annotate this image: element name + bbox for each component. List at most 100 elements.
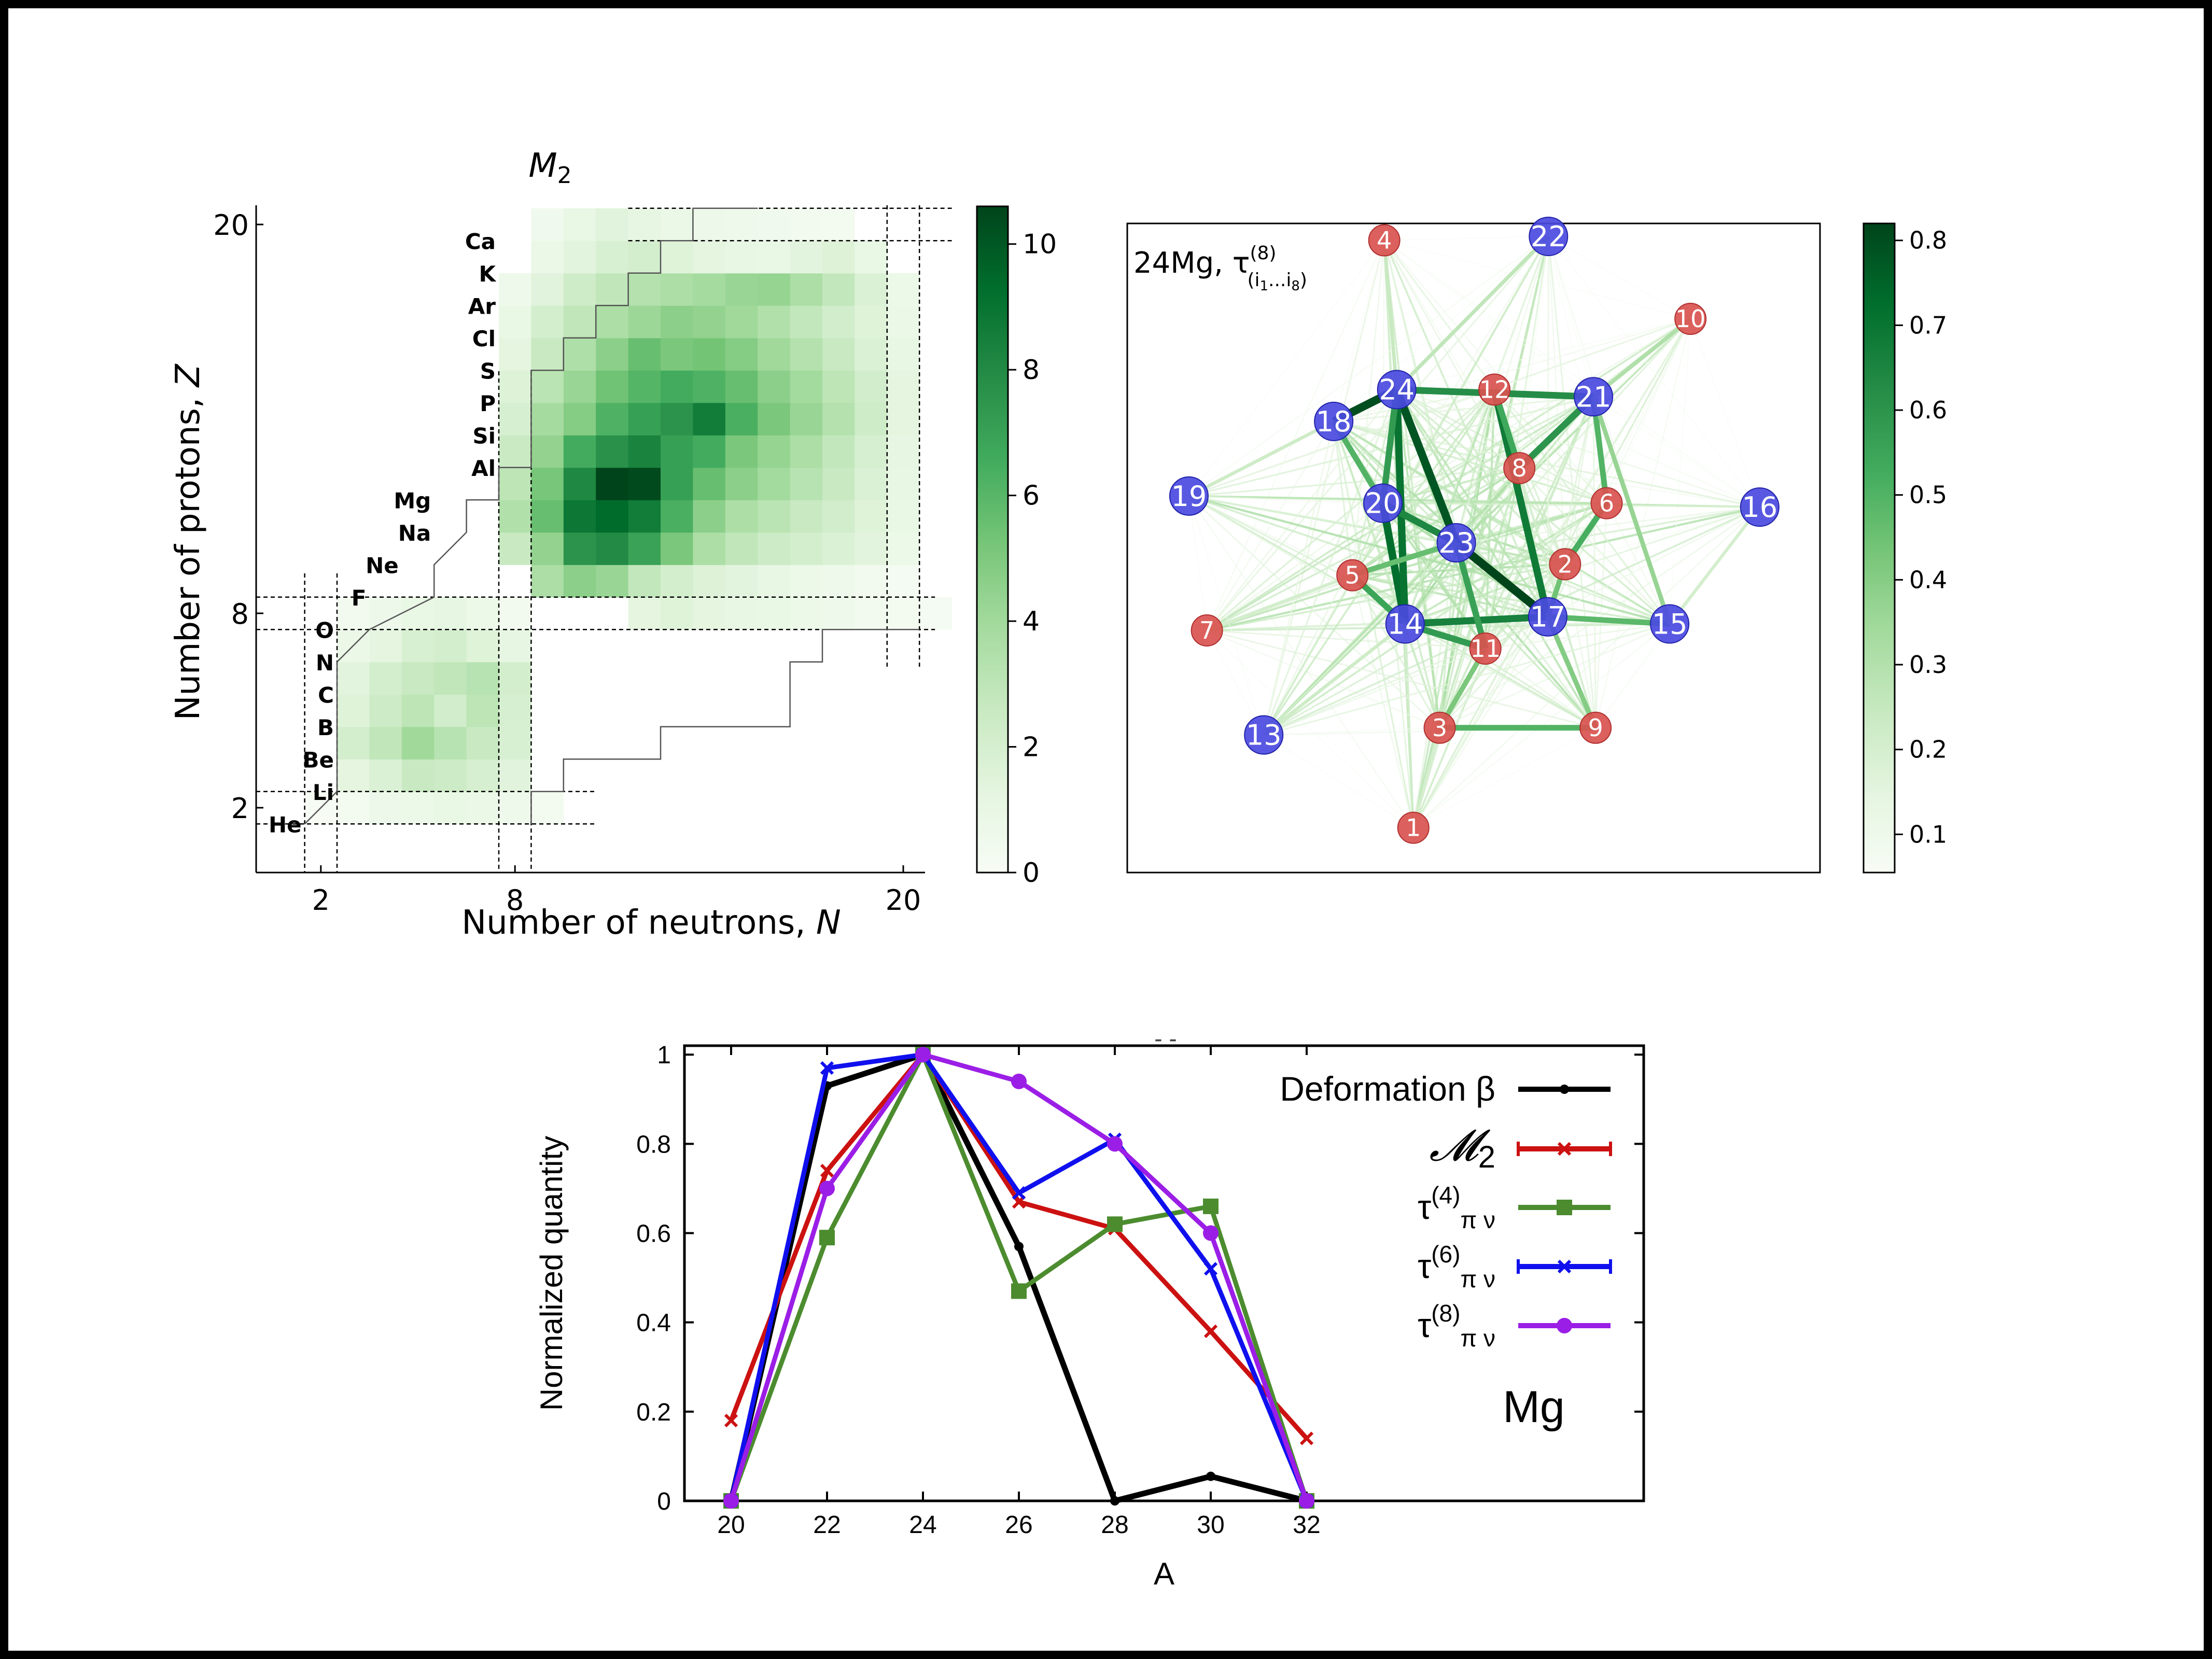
heatmap-cell <box>401 629 435 663</box>
heatmap-cell <box>563 241 596 274</box>
network-edge <box>1455 389 1495 543</box>
heatmap-cell <box>887 500 920 533</box>
heatmap-x-tick-label: 20 <box>886 884 921 917</box>
heatmap-cell <box>725 370 758 403</box>
heatmap-cell <box>563 208 596 241</box>
line-series-point <box>1107 1136 1123 1152</box>
line-series-point <box>1299 1431 1314 1445</box>
heatmap-cell <box>822 370 855 403</box>
heatmap-cell <box>596 402 629 435</box>
heatmap-cell <box>887 305 920 339</box>
neutron-node <box>1377 370 1417 410</box>
heatmap-cell <box>401 694 435 727</box>
network-edge <box>1548 236 1594 397</box>
heatmap-cell <box>401 791 435 824</box>
node-label: 20 <box>1365 487 1401 520</box>
heatmap-cell <box>596 532 629 565</box>
heatmap-cell <box>758 435 791 468</box>
element-label-be: Be <box>303 747 334 772</box>
heatmap-cell <box>887 338 920 371</box>
network-edge <box>1188 236 1549 497</box>
node-label: 19 <box>1171 480 1207 513</box>
heatmap-cell <box>661 338 693 371</box>
network-edge <box>1263 240 1385 735</box>
heatmap-cell <box>725 208 758 241</box>
heatmap-cell <box>531 532 564 565</box>
network-edge <box>1207 629 1596 729</box>
heatmap-cell <box>499 467 531 500</box>
line-series-point <box>1203 1225 1219 1241</box>
heatmap-cell <box>855 467 888 500</box>
network-edge <box>1404 396 1594 625</box>
line-series-4 <box>723 1047 1314 1509</box>
heatmap-y-axis-label: Number of protons, Z <box>169 363 207 720</box>
legend-label: Deformation β <box>1280 1070 1495 1108</box>
heatmap-colorbar-tick-label: 0 <box>1023 857 1040 889</box>
legend-label-sup: (6) <box>1431 1241 1460 1268</box>
legend-label-main: τ <box>1418 1247 1431 1285</box>
heatmap-cell <box>531 565 564 598</box>
network-edge <box>1382 502 1597 729</box>
network-edge <box>1396 389 1549 617</box>
element-label-c: C <box>318 682 334 708</box>
heatmap-cell <box>693 467 726 500</box>
heatmap-cell <box>790 338 823 371</box>
neutron-node <box>1650 604 1690 644</box>
network-edge <box>1207 629 1486 650</box>
heatmap-cell <box>531 435 564 468</box>
heatmap-cell <box>661 402 693 435</box>
heatmap-cell <box>563 370 596 403</box>
heatmap-cell <box>563 402 596 435</box>
network-edge <box>1439 623 1670 729</box>
heatmap-cell <box>887 402 920 435</box>
node-label: 18 <box>1316 405 1352 438</box>
neutron-node <box>1436 523 1476 563</box>
network-edge <box>1455 318 1691 543</box>
legend-swatch-marker <box>1557 1318 1572 1333</box>
heatmap-cell <box>822 435 855 468</box>
line-chart-x-axis-label: A <box>1154 1556 1174 1591</box>
heatmap-cell <box>822 338 855 371</box>
network-edge <box>1493 389 1671 625</box>
legend-label-main: τ <box>1418 1306 1431 1344</box>
heatmap-cell <box>369 597 402 630</box>
heatmap-cell <box>887 597 920 630</box>
heatmap-cell <box>563 273 596 306</box>
heatmap-cell <box>887 370 920 403</box>
network-edge <box>1188 495 1548 618</box>
network-edge-strong <box>1395 235 1550 391</box>
heatmap-cell <box>563 500 596 533</box>
network-colorbar-tick-label: 0.1 <box>1909 820 1947 848</box>
heatmap-cell <box>661 208 693 241</box>
network-edge <box>1206 236 1549 631</box>
node-label: 5 <box>1345 561 1360 589</box>
legend-label: τ(4)π ν <box>1418 1182 1495 1233</box>
network-edge-strong <box>1188 419 1335 498</box>
heatmap-cell <box>758 402 791 435</box>
node-label: 22 <box>1531 220 1566 253</box>
line-series-point <box>723 1493 739 1509</box>
node-label: 13 <box>1246 719 1282 752</box>
network-edge <box>1188 495 1760 509</box>
legend-swatch-marker <box>1557 1200 1572 1215</box>
network-edge-strong <box>1411 727 1441 828</box>
line-series-point <box>915 1047 931 1063</box>
heatmap-cell <box>790 402 823 435</box>
heatmap-cell <box>531 402 564 435</box>
heatmap-cell <box>855 532 888 565</box>
node-label: 23 <box>1438 527 1474 559</box>
heatmap-cell <box>758 273 791 306</box>
network-edge <box>1594 318 1691 728</box>
legend-label-sub: π ν <box>1460 1325 1495 1352</box>
line-series-point <box>820 1163 834 1178</box>
heatmap-cell <box>822 273 855 306</box>
heatmap-cell <box>499 597 531 630</box>
heatmap-cell <box>401 662 435 695</box>
heatmap-cell <box>628 208 661 241</box>
network-edge <box>1396 389 1671 625</box>
network-title: 24Mg, τ(8) (i1...i8) <box>1133 243 1307 294</box>
node-label: 6 <box>1599 489 1614 517</box>
node-label: 24 <box>1379 374 1415 406</box>
